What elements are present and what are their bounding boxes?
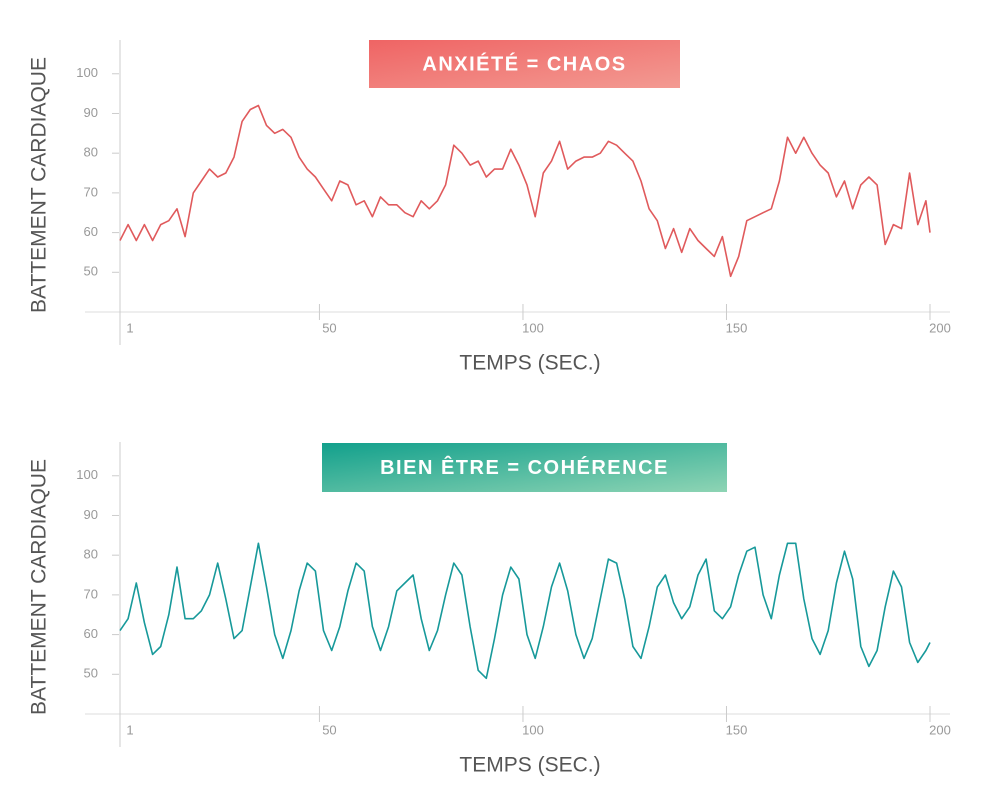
title-banner bbox=[369, 40, 680, 88]
y-tick-label: 90 bbox=[84, 105, 98, 120]
x-tick-label: 100 bbox=[522, 320, 544, 335]
y-tick-label: 100 bbox=[76, 467, 98, 482]
y-axis-title: BATTEMENT CARDIAQUE bbox=[28, 459, 51, 715]
y-tick-label: 70 bbox=[84, 586, 98, 601]
y-tick-label: 100 bbox=[76, 65, 98, 80]
x-tick-label: 200 bbox=[929, 722, 951, 737]
x-tick-label: 200 bbox=[929, 320, 951, 335]
y-tick-label: 90 bbox=[84, 507, 98, 522]
x-tick-label: 150 bbox=[726, 320, 748, 335]
y-tick-label: 60 bbox=[84, 224, 98, 239]
x-tick-label: 100 bbox=[522, 722, 544, 737]
title-banner bbox=[322, 443, 727, 492]
x-tick-label: 150 bbox=[726, 722, 748, 737]
y-tick-label: 80 bbox=[84, 145, 98, 160]
x-axis-title: TEMPS (SEC.) bbox=[459, 754, 600, 777]
y-tick-label: 80 bbox=[84, 547, 98, 562]
y-tick-label: 50 bbox=[84, 264, 98, 279]
x-axis-title: TEMPS (SEC.) bbox=[459, 352, 600, 375]
y-tick-label: 60 bbox=[84, 626, 98, 641]
heart-rate-line bbox=[119, 542, 931, 680]
y-tick-label: 50 bbox=[84, 666, 98, 681]
x-tick-label: 50 bbox=[322, 722, 336, 737]
x-tick-label: 50 bbox=[322, 320, 336, 335]
chart-title: BIEN ÊTRE = COHÉRENCE bbox=[380, 455, 669, 479]
chart-title: ANXIÉTÉ = CHAOS bbox=[422, 52, 626, 75]
y-axis-title: BATTEMENT CARDIAQUE bbox=[28, 57, 51, 313]
x-tick-label: 1 bbox=[126, 320, 133, 335]
x-tick-label: 1 bbox=[126, 722, 133, 737]
y-tick-label: 70 bbox=[84, 184, 98, 199]
heart-rate-line bbox=[119, 104, 931, 278]
